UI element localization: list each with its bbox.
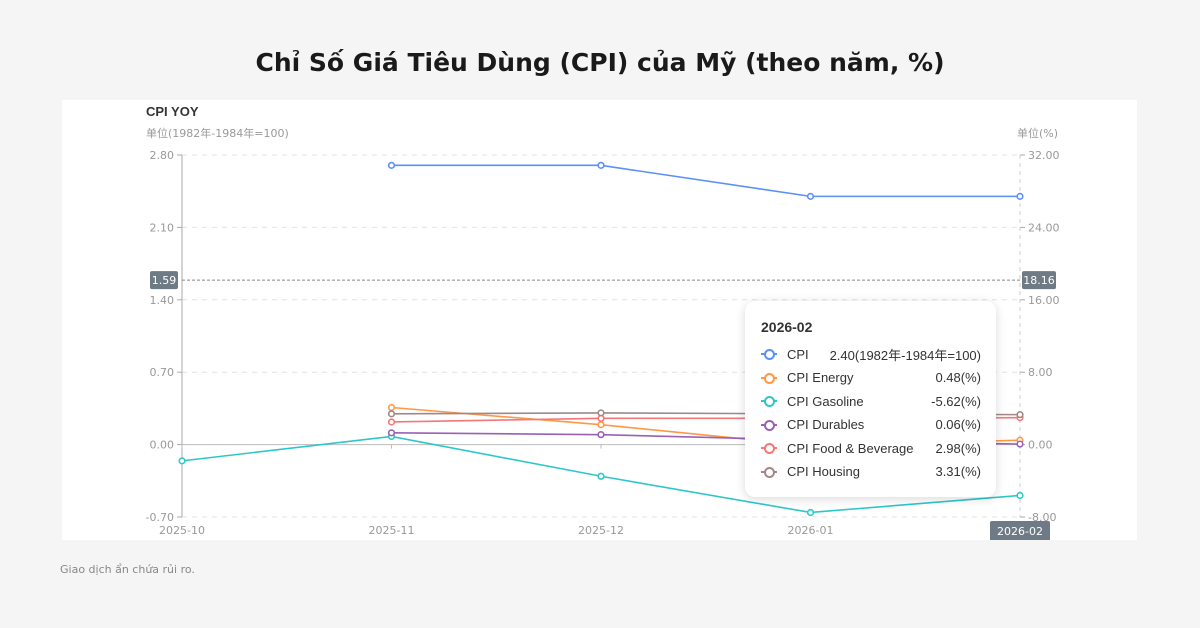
tooltip-row: CPI Housing 3.31(%) bbox=[761, 462, 981, 482]
tooltip-row: CPI Food & Beverage 2.98(%) bbox=[761, 438, 981, 458]
tooltip-row: CPI Energy 0.48(%) bbox=[761, 368, 981, 388]
right-tick-label: -8.00 bbox=[1028, 511, 1056, 524]
crosshair-x-label: 2026-02 bbox=[997, 525, 1043, 538]
data-point bbox=[1016, 411, 1024, 419]
right-tick-label: 24.00 bbox=[1028, 221, 1060, 234]
tooltip-series-name: CPI Gasoline bbox=[787, 393, 864, 409]
data-point bbox=[1016, 192, 1024, 200]
data-point bbox=[387, 403, 396, 412]
data-point bbox=[178, 457, 186, 465]
series-line-cpi bbox=[391, 164, 1020, 198]
tooltip-series-value: 2.98(%) bbox=[935, 440, 981, 456]
right-tick-label: 32.00 bbox=[1028, 149, 1060, 162]
crosshair-x-badge bbox=[990, 521, 1050, 540]
tooltip-row: CPI 2.40(1982年-1984年=100) bbox=[761, 344, 981, 364]
data-point bbox=[806, 508, 815, 517]
left-tick-label: 1.40 bbox=[150, 294, 175, 307]
data-point bbox=[1016, 491, 1024, 500]
tooltip-series-value: -5.62(%) bbox=[931, 393, 981, 409]
chart-tooltip: 2026-02 CPI 2.40(1982年-1984年=100) CPI Ener… bbox=[745, 301, 996, 497]
data-point bbox=[1016, 440, 1024, 448]
x-tick-label: 2025-12 bbox=[578, 524, 624, 537]
data-point bbox=[387, 429, 396, 437]
left-tick-label: -0.70 bbox=[146, 511, 174, 524]
crosshair-left-badge bbox=[150, 271, 178, 290]
risk-disclaimer: Giao dịch ẩn chứa rủi ro. bbox=[60, 563, 195, 576]
series-marker-icon bbox=[761, 443, 777, 454]
chart-panel: CPI YOY 单位(1982年-1984年=100) 单位(%) 2.80 32.00… bbox=[62, 100, 1137, 540]
series-marker-icon bbox=[761, 466, 777, 478]
x-tick-label: 2025-11 bbox=[369, 524, 415, 537]
tooltip-series-value: 2.40(1982年-1984年=100) bbox=[829, 347, 981, 363]
series-marker-icon bbox=[761, 396, 777, 407]
data-point bbox=[387, 418, 396, 426]
left-axis-label: 单位(1982年-1984年=100) bbox=[146, 126, 289, 140]
tooltip-series-name: CPI Energy bbox=[787, 370, 854, 385]
series-marker-icon bbox=[761, 372, 777, 384]
crosshair-right-badge bbox=[1022, 271, 1056, 290]
left-tick-label: 0.70 bbox=[150, 366, 175, 379]
right-axis-label: 单位(%) bbox=[1017, 126, 1058, 140]
left-tick-label: 0.00 bbox=[150, 439, 175, 452]
series-marker-icon bbox=[761, 349, 777, 360]
tooltip-series-name: CPI Housing bbox=[787, 464, 860, 479]
tooltip-series-name: CPI bbox=[787, 346, 809, 362]
data-point bbox=[597, 421, 605, 429]
left-tick-label: 2.10 bbox=[150, 221, 175, 234]
crosshair-left-value: 1.59 bbox=[152, 274, 177, 287]
right-tick-label: 8.00 bbox=[1028, 366, 1053, 379]
left-tick-label: 2.80 bbox=[150, 149, 175, 162]
data-point bbox=[597, 472, 605, 480]
right-tick-label: 16.00 bbox=[1028, 294, 1060, 307]
tooltip-series-name: CPI Durables bbox=[787, 417, 865, 432]
tooltip-row: CPI Durables 0.06(%) bbox=[761, 415, 981, 435]
tooltip-series-value: 3.31(%) bbox=[935, 464, 981, 479]
tooltip-series-value: 0.06(%) bbox=[935, 417, 981, 432]
x-tick-label: 2026-01 bbox=[788, 524, 834, 537]
tooltip-row: CPI Gasoline -5.62(%) bbox=[761, 391, 981, 411]
data-point bbox=[387, 161, 396, 169]
x-tick-label: 2025-10 bbox=[159, 524, 205, 537]
crosshair-right-value: 18.16 bbox=[1023, 274, 1055, 287]
chart-title: CPI YOY bbox=[146, 104, 199, 119]
right-tick-label: 0.00 bbox=[1028, 439, 1053, 452]
data-point bbox=[597, 161, 605, 169]
tooltip-date: 2026-02 bbox=[761, 319, 813, 335]
data-point bbox=[597, 409, 605, 417]
data-point bbox=[387, 410, 396, 418]
tooltip-series-value: 0.48(%) bbox=[935, 370, 981, 385]
series-marker-icon bbox=[761, 419, 777, 431]
tooltip-series-name: CPI Food & Beverage bbox=[787, 440, 914, 456]
page-title: Chỉ Số Giá Tiêu Dùng (CPI) của Mỹ (theo … bbox=[255, 48, 945, 77]
data-point bbox=[597, 431, 605, 439]
data-point bbox=[806, 192, 815, 200]
